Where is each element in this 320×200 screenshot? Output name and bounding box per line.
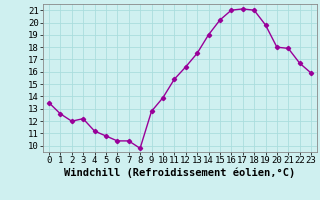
- X-axis label: Windchill (Refroidissement éolien,°C): Windchill (Refroidissement éolien,°C): [64, 168, 296, 178]
